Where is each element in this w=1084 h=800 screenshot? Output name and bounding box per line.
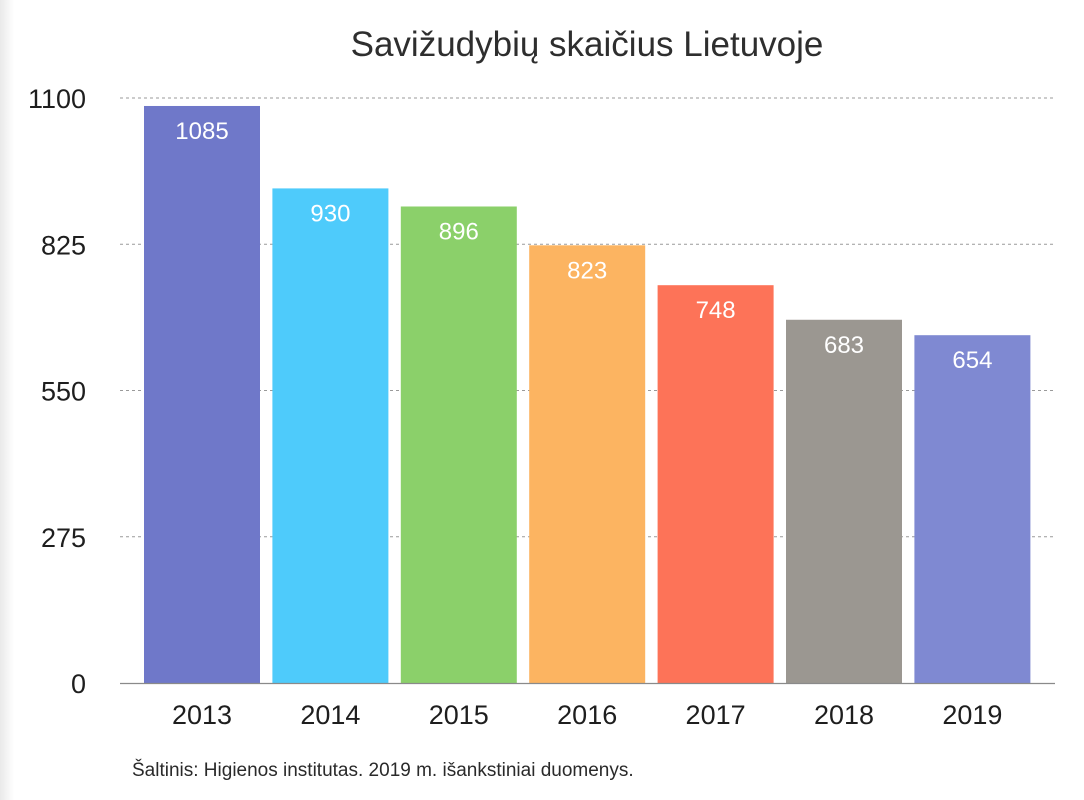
left-edge-shade xyxy=(0,0,14,800)
data-label-2018: 683 xyxy=(824,332,864,359)
data-label-2014: 930 xyxy=(310,200,350,227)
x-tick-label-2018: 2018 xyxy=(814,700,874,730)
data-label-2016: 823 xyxy=(567,257,607,284)
y-tick-label: 825 xyxy=(41,230,86,260)
y-tick-label: 550 xyxy=(41,377,86,407)
x-tick-label-2016: 2016 xyxy=(557,700,617,730)
x-tick-label-2017: 2017 xyxy=(686,700,746,730)
data-labels: 1085 930 896 823 748 683 654 xyxy=(175,118,992,374)
x-tick-label-2014: 2014 xyxy=(300,700,360,730)
data-label-2013: 1085 xyxy=(175,118,228,145)
data-label-2019: 654 xyxy=(952,347,992,374)
bars xyxy=(144,105,1031,683)
x-tick-label-2015: 2015 xyxy=(429,700,489,730)
bar-2018 xyxy=(786,319,902,683)
chart-title: Savižudybių skaičius Lietuvoje xyxy=(351,25,824,64)
bar-2017 xyxy=(657,285,774,683)
y-axis-ticks: 0 275 550 825 1100 xyxy=(28,84,86,699)
x-axis-ticks: 2013 2014 2015 2016 2017 2018 2019 xyxy=(172,700,1002,730)
bar-2013 xyxy=(144,105,260,683)
x-tick-label-2019: 2019 xyxy=(942,700,1002,730)
bar-2016 xyxy=(529,245,646,683)
x-tick-label-2013: 2013 xyxy=(172,700,232,730)
y-tick-label: 1100 xyxy=(28,84,86,114)
bar-2014 xyxy=(272,188,389,683)
data-label-2017: 748 xyxy=(696,297,736,324)
bar-2019 xyxy=(914,335,1031,683)
bar-2015 xyxy=(400,206,517,683)
y-tick-label: 275 xyxy=(41,523,86,553)
data-label-2015: 896 xyxy=(439,218,479,245)
y-tick-label: 0 xyxy=(71,669,86,699)
source-note: Šaltinis: Higienos institutas. 2019 m. i… xyxy=(132,760,634,781)
bar-chart: Savižudybių skaičius Lietuvoje 0 275 550 82… xyxy=(28,25,1055,730)
